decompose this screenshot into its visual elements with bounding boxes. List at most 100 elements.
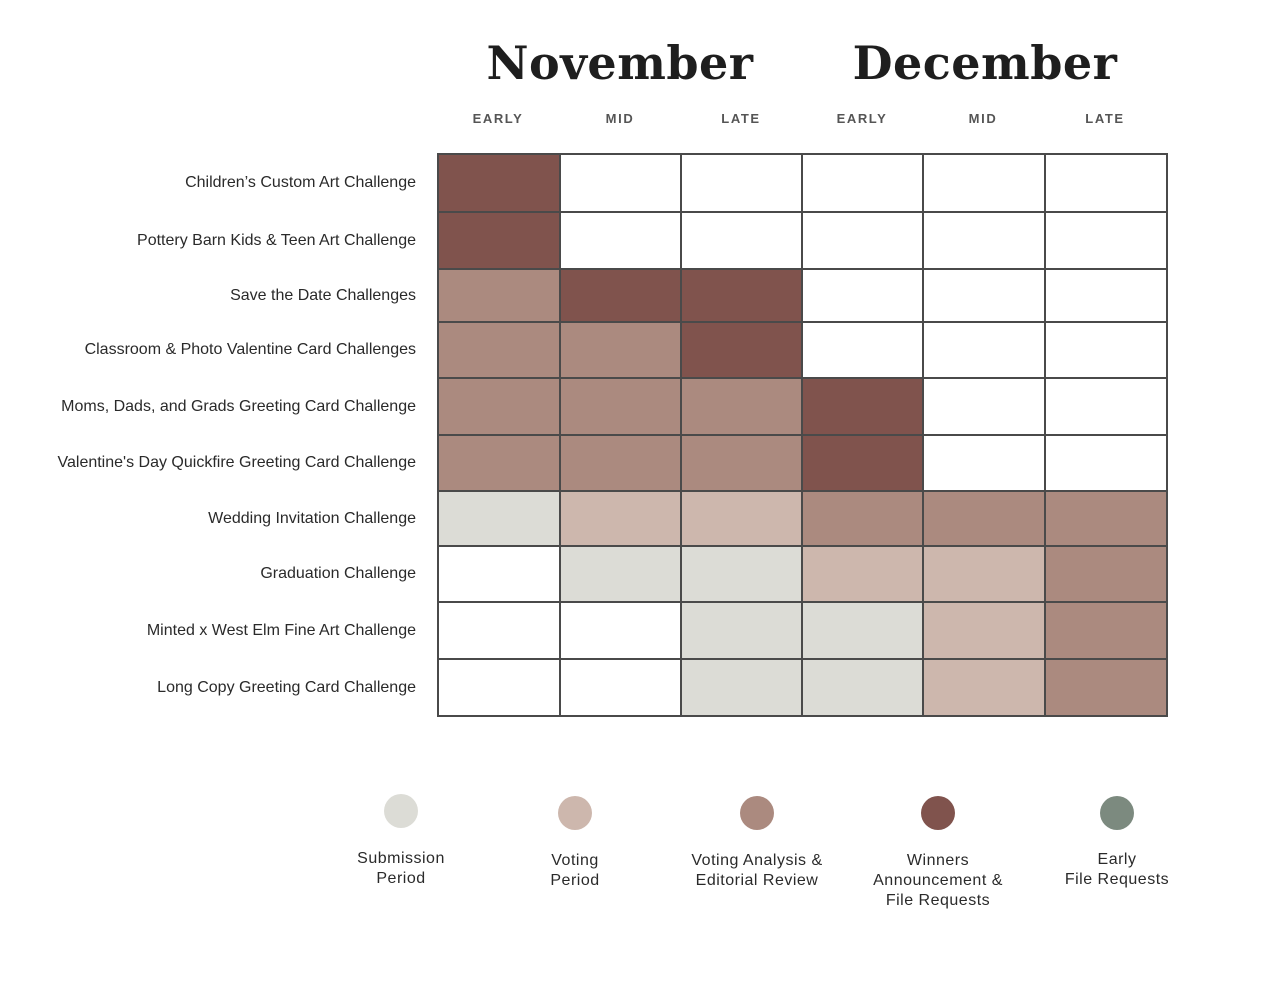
grid-cell-voting bbox=[680, 490, 803, 547]
grid-cell-submission bbox=[680, 658, 803, 717]
grid-cell-winners bbox=[801, 434, 924, 492]
legend-label-submission: Submission Period bbox=[311, 849, 491, 889]
grid-cell-none bbox=[1044, 211, 1168, 270]
row-label: Pottery Barn Kids & Teen Art Challenge bbox=[137, 231, 416, 249]
column-header: LATE bbox=[1085, 111, 1125, 126]
grid-cell-none bbox=[922, 434, 1046, 492]
column-header: EARLY bbox=[472, 111, 524, 126]
grid-cell-analysis bbox=[1044, 545, 1168, 603]
legend-label-line: Submission bbox=[357, 850, 445, 867]
legend-label-line: Voting Analysis & bbox=[691, 852, 823, 869]
grid-cell-none bbox=[801, 321, 924, 379]
grid-cell-none bbox=[1044, 153, 1168, 213]
legend-label-early: Early File Requests bbox=[1027, 850, 1207, 890]
grid-cell-none bbox=[680, 211, 803, 270]
grid-cell-analysis bbox=[1044, 601, 1168, 660]
legend-swatch-early bbox=[1100, 796, 1134, 830]
row-label: Children’s Custom Art Challenge bbox=[185, 174, 416, 191]
grid-cell-winners bbox=[801, 377, 924, 436]
grid-cell-analysis bbox=[680, 434, 803, 492]
legend-label-line: Editorial Review bbox=[695, 872, 819, 889]
legend-label-line: Period bbox=[550, 872, 600, 889]
row-label: Classroom & Photo Valentine Card Challen… bbox=[84, 341, 416, 358]
grid-cell-analysis bbox=[1044, 658, 1168, 717]
grid-cell-none bbox=[1044, 268, 1168, 323]
month-header-november: November bbox=[486, 36, 754, 90]
legend-label-line: Announcement & bbox=[873, 872, 1003, 889]
grid-cell-voting bbox=[801, 545, 924, 603]
legend-label-line: Period bbox=[376, 870, 426, 887]
legend-label-line: File Requests bbox=[885, 892, 991, 909]
grid-cell-none bbox=[559, 658, 682, 717]
grid-cell-analysis bbox=[680, 377, 803, 436]
row-label: Wedding Invitation Challenge bbox=[208, 509, 416, 527]
grid-cell-none bbox=[922, 153, 1046, 213]
grid-cell-winners bbox=[680, 268, 803, 323]
grid-cell-voting bbox=[559, 490, 682, 547]
grid-cell-none bbox=[922, 211, 1046, 270]
grid-cell-none bbox=[1044, 434, 1168, 492]
row-label: Save the Date Challenges bbox=[230, 286, 416, 304]
grid-cell-voting bbox=[922, 545, 1046, 603]
grid-cell-submission bbox=[559, 545, 682, 603]
grid-cell-analysis bbox=[559, 434, 682, 492]
grid-cell-analysis bbox=[801, 490, 924, 547]
grid-cell-winners bbox=[437, 153, 561, 213]
grid-cell-submission bbox=[680, 601, 803, 660]
grid-cell-none bbox=[437, 658, 561, 717]
grid-cell-none bbox=[437, 601, 561, 660]
row-label: Long Copy Greeting Card Challenge bbox=[157, 678, 416, 696]
grid-cell-analysis bbox=[437, 321, 561, 379]
grid-cell-none bbox=[922, 321, 1046, 379]
row-label: Minted x West Elm Fine Art Challenge bbox=[146, 621, 416, 639]
column-header: MID bbox=[605, 111, 635, 126]
grid-cell-none bbox=[1044, 321, 1168, 379]
grid-cell-analysis bbox=[437, 434, 561, 492]
grid-cell-voting bbox=[922, 601, 1046, 660]
grid-cell-none bbox=[437, 545, 561, 603]
column-header: EARLY bbox=[836, 111, 888, 126]
grid-cell-submission bbox=[680, 545, 803, 603]
grid-cell-analysis bbox=[922, 490, 1046, 547]
grid-cell-none bbox=[559, 153, 682, 213]
grid-cell-none bbox=[922, 268, 1046, 323]
column-header: LATE bbox=[721, 111, 761, 126]
grid-cell-none bbox=[922, 377, 1046, 436]
row-label: Valentine's Day Quickfire Greeting Card … bbox=[57, 454, 417, 471]
grid-cell-analysis bbox=[559, 377, 682, 436]
grid-cell-none bbox=[680, 153, 803, 213]
grid-cell-winners bbox=[437, 211, 561, 270]
legend-label-voting: Voting Period bbox=[485, 851, 665, 891]
legend-label-line: Early bbox=[1097, 851, 1137, 868]
grid-cell-none bbox=[801, 268, 924, 323]
grid-cell-submission bbox=[801, 601, 924, 660]
legend-label-winners: Winners Announcement & File Requests bbox=[848, 851, 1028, 911]
grid-cell-analysis bbox=[437, 377, 561, 436]
grid-cell-none bbox=[801, 211, 924, 270]
grid-cell-analysis bbox=[559, 321, 682, 379]
column-header: MID bbox=[968, 111, 998, 126]
grid-cell-none bbox=[559, 211, 682, 270]
legend-label-line: Winners bbox=[906, 852, 970, 869]
grid-cell-none bbox=[559, 601, 682, 660]
legend-swatch-submission bbox=[384, 794, 418, 828]
legend-label-line: File Requests bbox=[1064, 871, 1170, 888]
legend-label-line: Voting bbox=[551, 852, 599, 869]
legend-swatch-voting bbox=[558, 796, 592, 830]
grid-cell-analysis bbox=[1044, 490, 1168, 547]
grid-cell-submission bbox=[801, 658, 924, 717]
grid-cell-analysis bbox=[437, 268, 561, 323]
row-label: Graduation Challenge bbox=[260, 565, 416, 582]
grid-cell-submission bbox=[437, 490, 561, 547]
month-header-december: December bbox=[852, 36, 1118, 90]
grid-cell-voting bbox=[922, 658, 1046, 717]
legend-label-analysis: Voting Analysis & Editorial Review bbox=[667, 851, 847, 891]
grid-cell-winners bbox=[559, 268, 682, 323]
legend-swatch-analysis bbox=[740, 796, 774, 830]
row-label: Moms, Dads, and Grads Greeting Card Chal… bbox=[61, 397, 416, 415]
grid-cell-none bbox=[801, 153, 924, 213]
grid-cell-winners bbox=[680, 321, 803, 379]
legend-swatch-winners bbox=[921, 796, 955, 830]
grid-cell-none bbox=[1044, 377, 1168, 436]
